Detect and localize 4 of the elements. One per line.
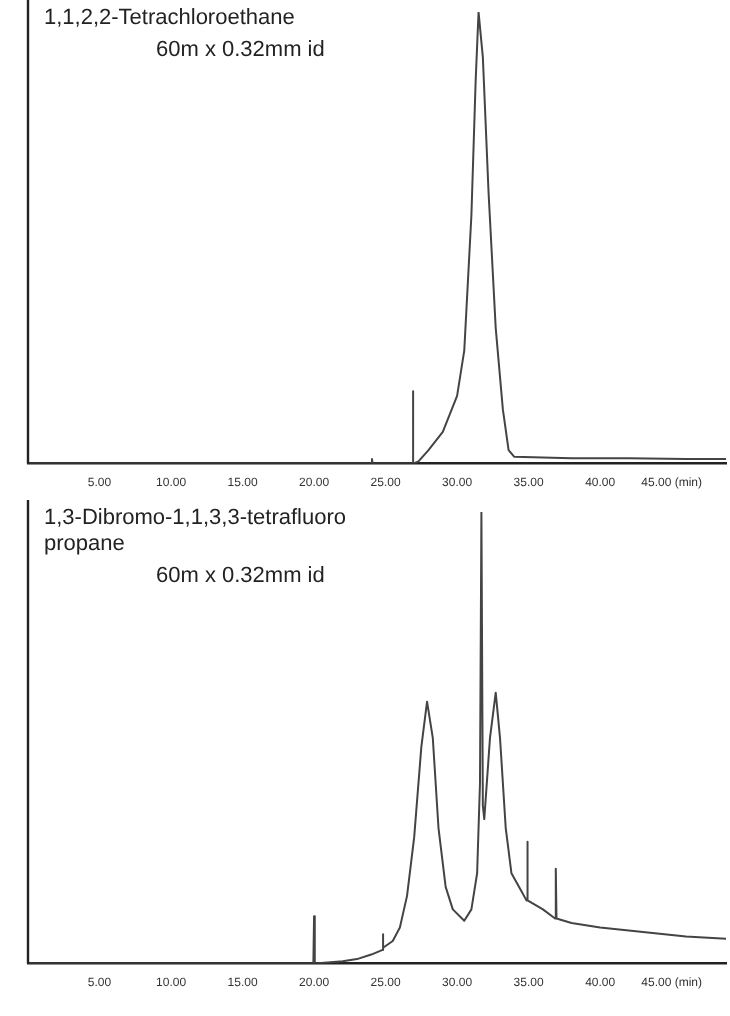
- annotation: 60m x 0.32mm id: [156, 564, 325, 588]
- chart-title: 1,3-Dibromo-1,1,3,3-tetrafluoro propane: [44, 506, 349, 558]
- chart-title: 1,1,2,2-Tetrachloroethane: [44, 6, 297, 32]
- annotation: 60m x 0.32mm id: [156, 38, 325, 62]
